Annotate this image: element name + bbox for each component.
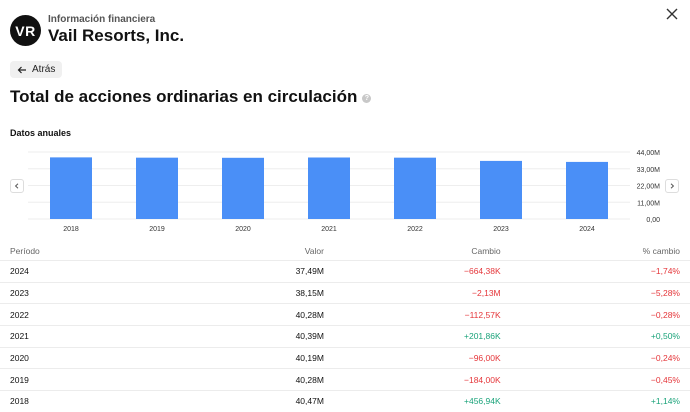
chart-x-labels: 2018 2019 2020 2021 2022 2023 2024 [63,226,595,233]
chart-y-labels: 44,00M 33,00M 22,00M 11,00M 0,00 [637,150,661,224]
bar-2023[interactable] [480,160,522,219]
annual-data-heading: Datos anuales [10,128,72,138]
company-name: Vail Resorts, Inc. [48,26,185,45]
period-cell: 2022 [0,303,189,326]
chart-prev-button[interactable] [10,179,24,193]
bar-2020[interactable] [222,157,264,219]
table-row: 2023 38,15M −2,13M −5,28% [0,281,690,304]
percent-change-cell: −1,74% [510,260,690,283]
change-cell: −184,00K [333,368,511,391]
bar-2018[interactable] [50,157,92,219]
percent-change-cell: −5,28% [510,281,690,304]
value-cell: 40,28M [188,368,334,391]
change-cell: −112,57K [333,303,511,326]
change-cell: −2,13M [333,281,511,304]
change-cell: +456,94K [333,390,511,412]
percent-change-cell: −0,28% [510,303,690,326]
back-button[interactable]: Atrás [10,61,63,78]
period-cell: 2019 [0,368,189,391]
bar-2019[interactable] [136,157,178,219]
y-tick-label: 22,00M [637,184,661,191]
arrow-left-icon [17,66,26,73]
table-row: 2024 37,49M −664,38K −1,74% [0,260,690,283]
table-row: 2018 40,47M +456,94K +1,14% [0,390,690,412]
y-tick-label: 44,00M [637,150,661,157]
chart-bars [50,157,608,219]
column-header-change: Cambio [471,246,501,256]
column-header-value: Valor [304,246,324,256]
bar-2024[interactable] [566,161,608,219]
column-header-percent-change: % cambio [642,246,680,256]
y-tick-label: 33,00M [637,167,661,174]
table-header-row: Período Valor Cambio % cambio [0,242,690,261]
percent-change-cell: −0,45% [510,368,690,391]
page-title: Total de acciones ordinarias en circulac… [10,87,372,107]
value-cell: 40,19M [188,346,334,369]
shares-bar-chart: 2018 2019 2020 2021 2022 2023 2024 44,00M 33,00… [28,150,661,233]
x-tick-label: 2018 [63,226,79,233]
x-tick-label: 2023 [493,226,509,233]
help-icon[interactable]: ? [362,94,372,103]
x-tick-label: 2021 [321,226,337,233]
back-label: Atrás [32,64,56,75]
table-row: 2021 40,39M +201,86K +0,50% [0,325,690,348]
table-row: 2019 40,28M −184,00K −0,45% [0,368,690,391]
x-tick-label: 2024 [579,226,595,233]
value-cell: 37,49M [188,260,334,283]
period-cell: 2021 [0,325,189,348]
table-row: 2022 40,28M −112,57K −0,28% [0,303,690,326]
x-tick-label: 2019 [149,226,165,233]
percent-change-cell: +1,14% [510,390,690,412]
value-cell: 38,15M [188,281,334,304]
chevron-right-icon [670,183,675,189]
change-cell: −664,38K [333,260,511,283]
x-tick-label: 2022 [407,226,423,233]
column-header-period: Período [10,246,40,256]
percent-change-cell: +0,50% [510,325,690,348]
company-logo: VR [10,15,41,46]
chart-next-button[interactable] [665,179,679,193]
y-tick-label: 0,00 [646,217,660,224]
period-cell: 2020 [0,346,189,369]
percent-change-cell: −0,24% [510,346,690,369]
period-cell: 2023 [0,281,189,304]
period-cell: 2018 [0,390,189,412]
chevron-left-icon [14,183,19,189]
x-tick-label: 2020 [235,226,251,233]
bar-2021[interactable] [308,157,350,219]
value-cell: 40,47M [188,390,334,412]
value-cell: 40,28M [188,303,334,326]
section-eyebrow: Información financiera [48,14,156,25]
page-title-text: Total de acciones ordinarias en circulac… [10,87,358,106]
table-row: 2020 40,19M −96,00K −0,24% [0,346,690,369]
change-cell: +201,86K [333,325,511,348]
close-icon[interactable] [664,6,680,22]
period-cell: 2024 [0,260,189,283]
change-cell: −96,00K [333,346,511,369]
value-cell: 40,39M [188,325,334,348]
shares-table: Período Valor Cambio % cambio 2024 37,49M… [0,242,690,412]
bar-2022[interactable] [394,157,436,219]
y-tick-label: 11,00M [637,200,660,207]
